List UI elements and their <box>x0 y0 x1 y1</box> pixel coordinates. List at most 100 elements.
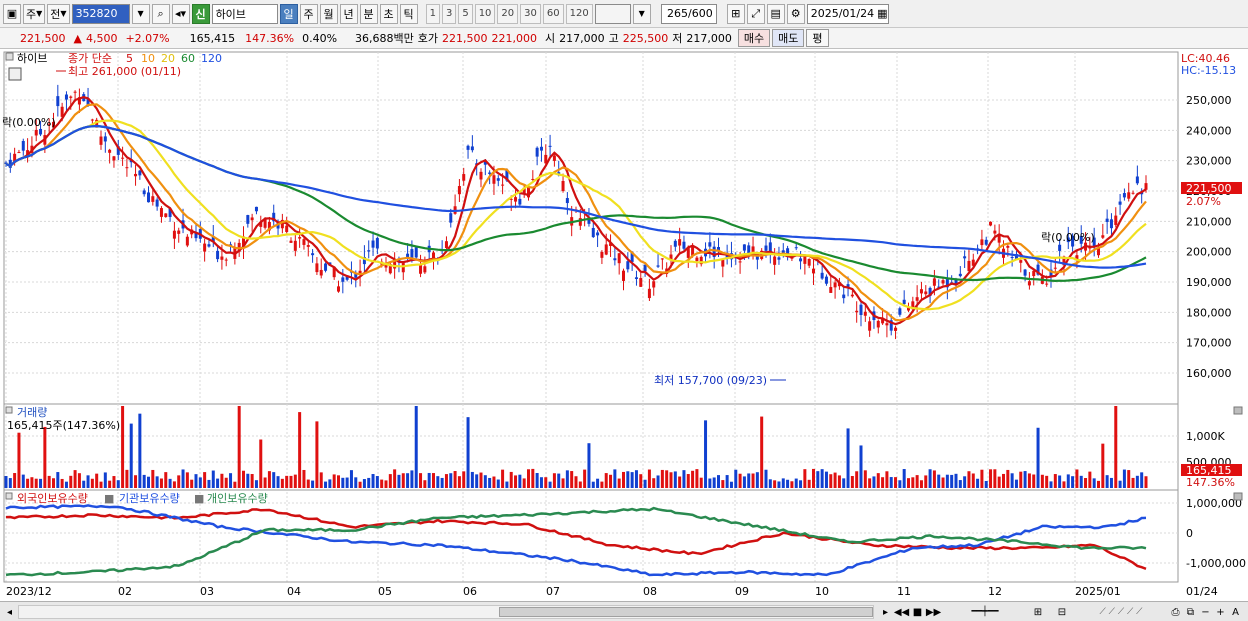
period-second[interactable]: 초 <box>379 3 398 24</box>
candle-body <box>423 266 427 273</box>
custom-interval-field[interactable] <box>594 3 631 24</box>
volume-bar <box>760 416 764 488</box>
interval-5[interactable]: 5 <box>458 3 473 24</box>
volume-bar <box>60 478 64 488</box>
volume-bar <box>855 471 859 488</box>
search-icon[interactable]: ⌕ <box>151 3 170 24</box>
volume-bar <box>1045 475 1049 488</box>
x-axis-label: 04 <box>287 585 301 598</box>
candle-body <box>1066 237 1070 243</box>
save-icon[interactable]: ▤ <box>766 3 785 24</box>
settings-gear-icon[interactable]: ⚙ <box>786 3 805 24</box>
candle-body <box>4 162 8 164</box>
interval-60[interactable]: 60 <box>542 3 564 24</box>
grid-toggle-icon[interactable] <box>8 67 22 81</box>
sound-icon[interactable]: ◂▾ <box>171 3 190 24</box>
holding-panel-checkbox[interactable] <box>5 492 13 500</box>
stock-code-input[interactable]: 352820 <box>71 3 130 24</box>
period-tick[interactable]: 틱 <box>399 3 418 24</box>
volume-bar <box>734 469 738 488</box>
stock-chart[interactable]: 250,000240,000230,000220,000210,000200,0… <box>0 50 1248 600</box>
candle-body <box>263 218 267 228</box>
crosshair-icon[interactable]: ⊞ <box>1033 606 1043 618</box>
candle-body <box>432 252 435 260</box>
volume-bar <box>380 479 384 488</box>
volume-bar <box>349 470 353 488</box>
interval-20[interactable]: 20 <box>497 3 519 24</box>
volume-bar <box>565 470 569 488</box>
volume-bar <box>246 473 250 488</box>
candle-body <box>1023 269 1027 276</box>
candle-body <box>332 266 336 278</box>
interval-dropdown-icon[interactable]: ▼ <box>632 3 651 24</box>
period-day[interactable]: 일 <box>279 3 298 24</box>
candle-body <box>1079 235 1083 244</box>
candle-body <box>242 236 245 247</box>
scroll-track[interactable] <box>18 605 874 619</box>
candle-body <box>699 256 703 265</box>
font-size-icon[interactable]: A <box>1232 606 1239 618</box>
copy-icon[interactable]: ⧉ <box>1186 606 1195 618</box>
candle-body <box>902 299 906 305</box>
panel-checkbox[interactable] <box>5 52 14 61</box>
chart-canvas[interactable]: 250,000240,000230,000220,000210,000200,0… <box>0 50 1248 600</box>
screenshot-icon[interactable]: ⎙ <box>1171 606 1180 618</box>
forward-icon[interactable]: ▶▶ <box>925 606 942 618</box>
magnet-icon[interactable]: ⊟ <box>1057 606 1067 618</box>
volume-bar <box>548 481 552 488</box>
interval-120[interactable]: 120 <box>565 3 593 24</box>
candle-body <box>112 156 116 161</box>
add-indicator-icon[interactable]: ⊞ <box>726 3 745 24</box>
zoom-slider[interactable]: ━━┿━━ <box>971 607 999 617</box>
volume-bar <box>600 481 604 488</box>
candle-body <box>669 254 673 261</box>
price-axis-tick: 250,000 <box>1186 94 1232 107</box>
interval-1[interactable]: 1 <box>425 3 440 24</box>
volume-bar <box>989 469 993 488</box>
interval-30[interactable]: 30 <box>520 3 541 24</box>
period-year[interactable]: 년 <box>339 3 358 24</box>
current-price-tag <box>1181 182 1242 194</box>
interval-3[interactable]: 3 <box>441 3 457 24</box>
scroll-right-icon[interactable]: ▸ <box>882 606 889 618</box>
code-dropdown-icon[interactable]: ▼ <box>131 3 150 24</box>
candle-body <box>613 258 617 261</box>
date-field[interactable]: 2025/01/24 ▦ <box>806 3 889 24</box>
interval-10[interactable]: 10 <box>474 3 496 24</box>
stock-name-field[interactable]: 하이브 <box>211 3 278 24</box>
zoom-in-icon[interactable]: + <box>1216 606 1225 618</box>
scroll-left-icon[interactable]: ◂ <box>6 606 13 618</box>
volume-panel-close-icon[interactable] <box>1233 406 1243 415</box>
period-week[interactable]: 주 <box>299 3 318 24</box>
holding-panel-close-icon[interactable] <box>1233 492 1243 501</box>
evaluate-button[interactable]: 평 <box>806 29 829 47</box>
candle-body <box>803 255 807 264</box>
data-count-field[interactable]: 265/600 <box>660 3 717 24</box>
market-select[interactable]: 주 ▼ <box>23 3 46 24</box>
volume-bar <box>699 477 703 488</box>
candle-body <box>1092 237 1096 247</box>
volume-bar <box>267 471 271 488</box>
draw-tool-icon[interactable]: ⤢ <box>746 3 765 24</box>
type-select[interactable]: 전 ▼ <box>47 3 70 24</box>
candle-body <box>514 197 518 202</box>
volume-panel-checkbox[interactable] <box>5 406 13 414</box>
drawing-tools[interactable]: ⟋ ⟋ ⟋ ⟋ ⟋ <box>1099 607 1143 617</box>
volume-value: 165,415 <box>189 31 236 45</box>
zoom-out-icon[interactable]: − <box>1201 606 1210 618</box>
window-icon[interactable]: ▣ <box>3 3 21 24</box>
candle-body <box>259 221 263 227</box>
x-axis-label: 05 <box>378 585 392 598</box>
period-month[interactable]: 월 <box>319 3 338 24</box>
candle-body <box>39 128 43 135</box>
scroll-thumb[interactable] <box>499 607 873 617</box>
stop-icon[interactable]: ■ <box>912 606 923 618</box>
buy-button[interactable]: 매수 <box>737 29 771 47</box>
calendar-icon[interactable]: ▦ <box>877 7 888 20</box>
volume-bar <box>289 475 293 488</box>
period-minute[interactable]: 분 <box>359 3 378 24</box>
volume-bar <box>794 478 798 488</box>
sell-button[interactable]: 매도 <box>772 29 805 47</box>
volume-bar <box>1131 477 1135 488</box>
rewind-icon[interactable]: ◀◀ <box>893 606 910 618</box>
